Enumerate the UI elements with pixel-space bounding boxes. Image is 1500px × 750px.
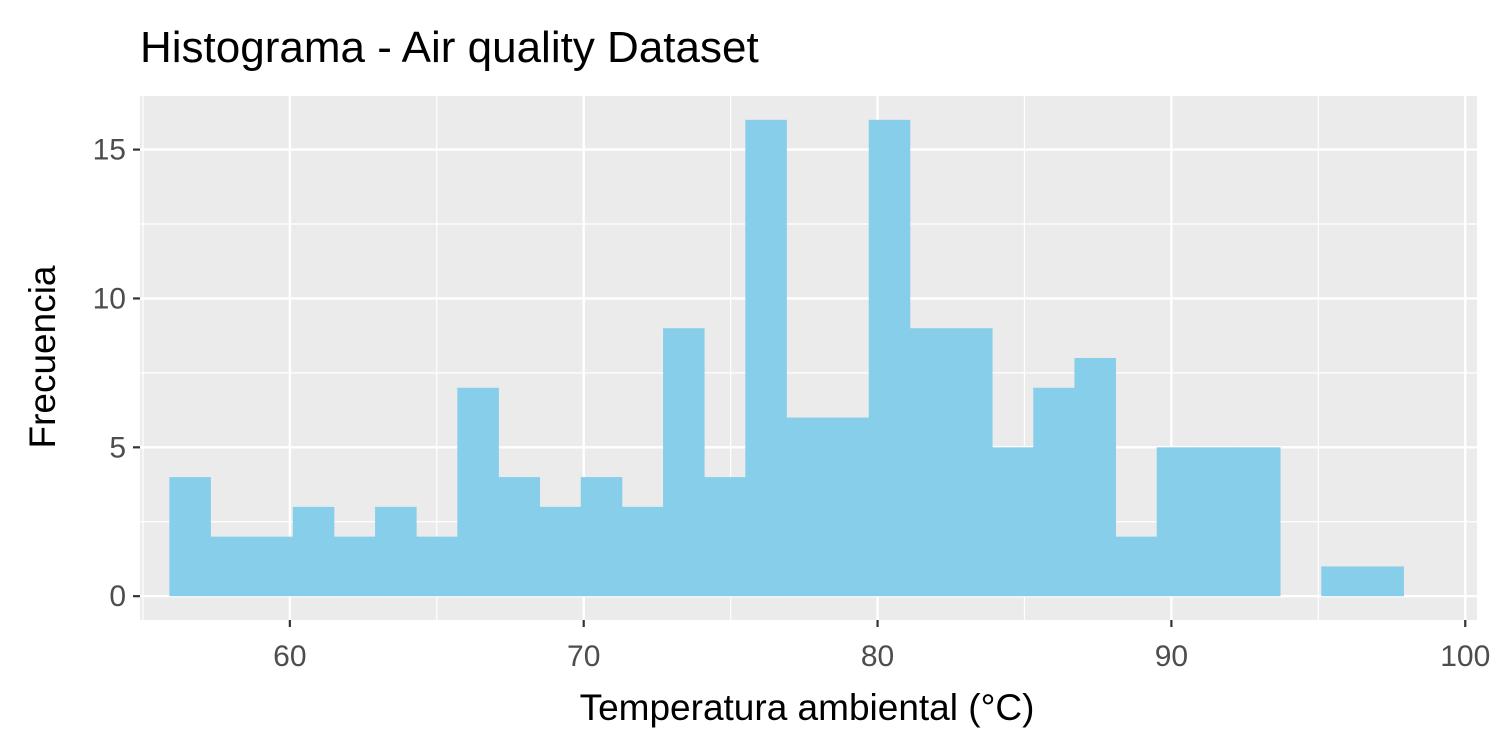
y-tick-label: 15 bbox=[93, 134, 126, 167]
histogram-bar bbox=[868, 119, 911, 597]
histogram-bar bbox=[909, 328, 952, 597]
y-axis-title: Frecuencia bbox=[22, 265, 63, 448]
chart-title: Histograma - Air quality Dataset bbox=[140, 23, 759, 72]
histogram-bars bbox=[169, 119, 1404, 597]
histogram-bar bbox=[580, 477, 623, 597]
histogram-bar bbox=[457, 387, 499, 597]
histogram-bar bbox=[992, 447, 1034, 597]
y-tick-label: 5 bbox=[109, 431, 126, 464]
histogram-bar bbox=[786, 417, 828, 597]
histogram-bar bbox=[292, 506, 335, 597]
histogram-bar bbox=[498, 477, 541, 597]
histogram-bar bbox=[1362, 566, 1404, 597]
histogram-bar bbox=[827, 417, 870, 597]
histogram-bar bbox=[169, 477, 211, 597]
y-tick-label: 10 bbox=[93, 282, 126, 315]
x-axis-title: Temperatura ambiental (°C) bbox=[580, 687, 1035, 728]
histogram-bar bbox=[663, 328, 705, 597]
x-tick-label: 60 bbox=[273, 640, 306, 673]
x-tick-label: 80 bbox=[861, 640, 894, 673]
histogram-bar bbox=[1074, 358, 1116, 597]
x-tick-label: 90 bbox=[1155, 640, 1188, 673]
histogram-bar bbox=[416, 536, 458, 597]
x-tick-label: 70 bbox=[567, 640, 600, 673]
histogram-bar bbox=[621, 506, 664, 597]
histogram-bar bbox=[1115, 536, 1158, 597]
histogram-bar bbox=[745, 119, 787, 597]
histogram-bar bbox=[1197, 447, 1240, 597]
y-tick-label: 0 bbox=[109, 580, 126, 613]
histogram-bar bbox=[375, 506, 417, 597]
histogram-bar bbox=[1156, 447, 1199, 597]
histogram-bar bbox=[704, 477, 746, 597]
histogram-bar bbox=[951, 328, 993, 597]
histogram-bar bbox=[333, 536, 376, 597]
x-tick-label: 100 bbox=[1440, 640, 1490, 673]
histogram-bar bbox=[251, 536, 294, 597]
histogram-bar bbox=[1238, 447, 1281, 597]
axes: 60 70 80 90 100 0 5 10 15 bbox=[93, 134, 1491, 673]
histogram-bar bbox=[210, 536, 253, 597]
histogram-bar bbox=[1033, 387, 1075, 597]
histogram-bar bbox=[539, 506, 582, 597]
histogram-bar bbox=[1321, 566, 1363, 597]
